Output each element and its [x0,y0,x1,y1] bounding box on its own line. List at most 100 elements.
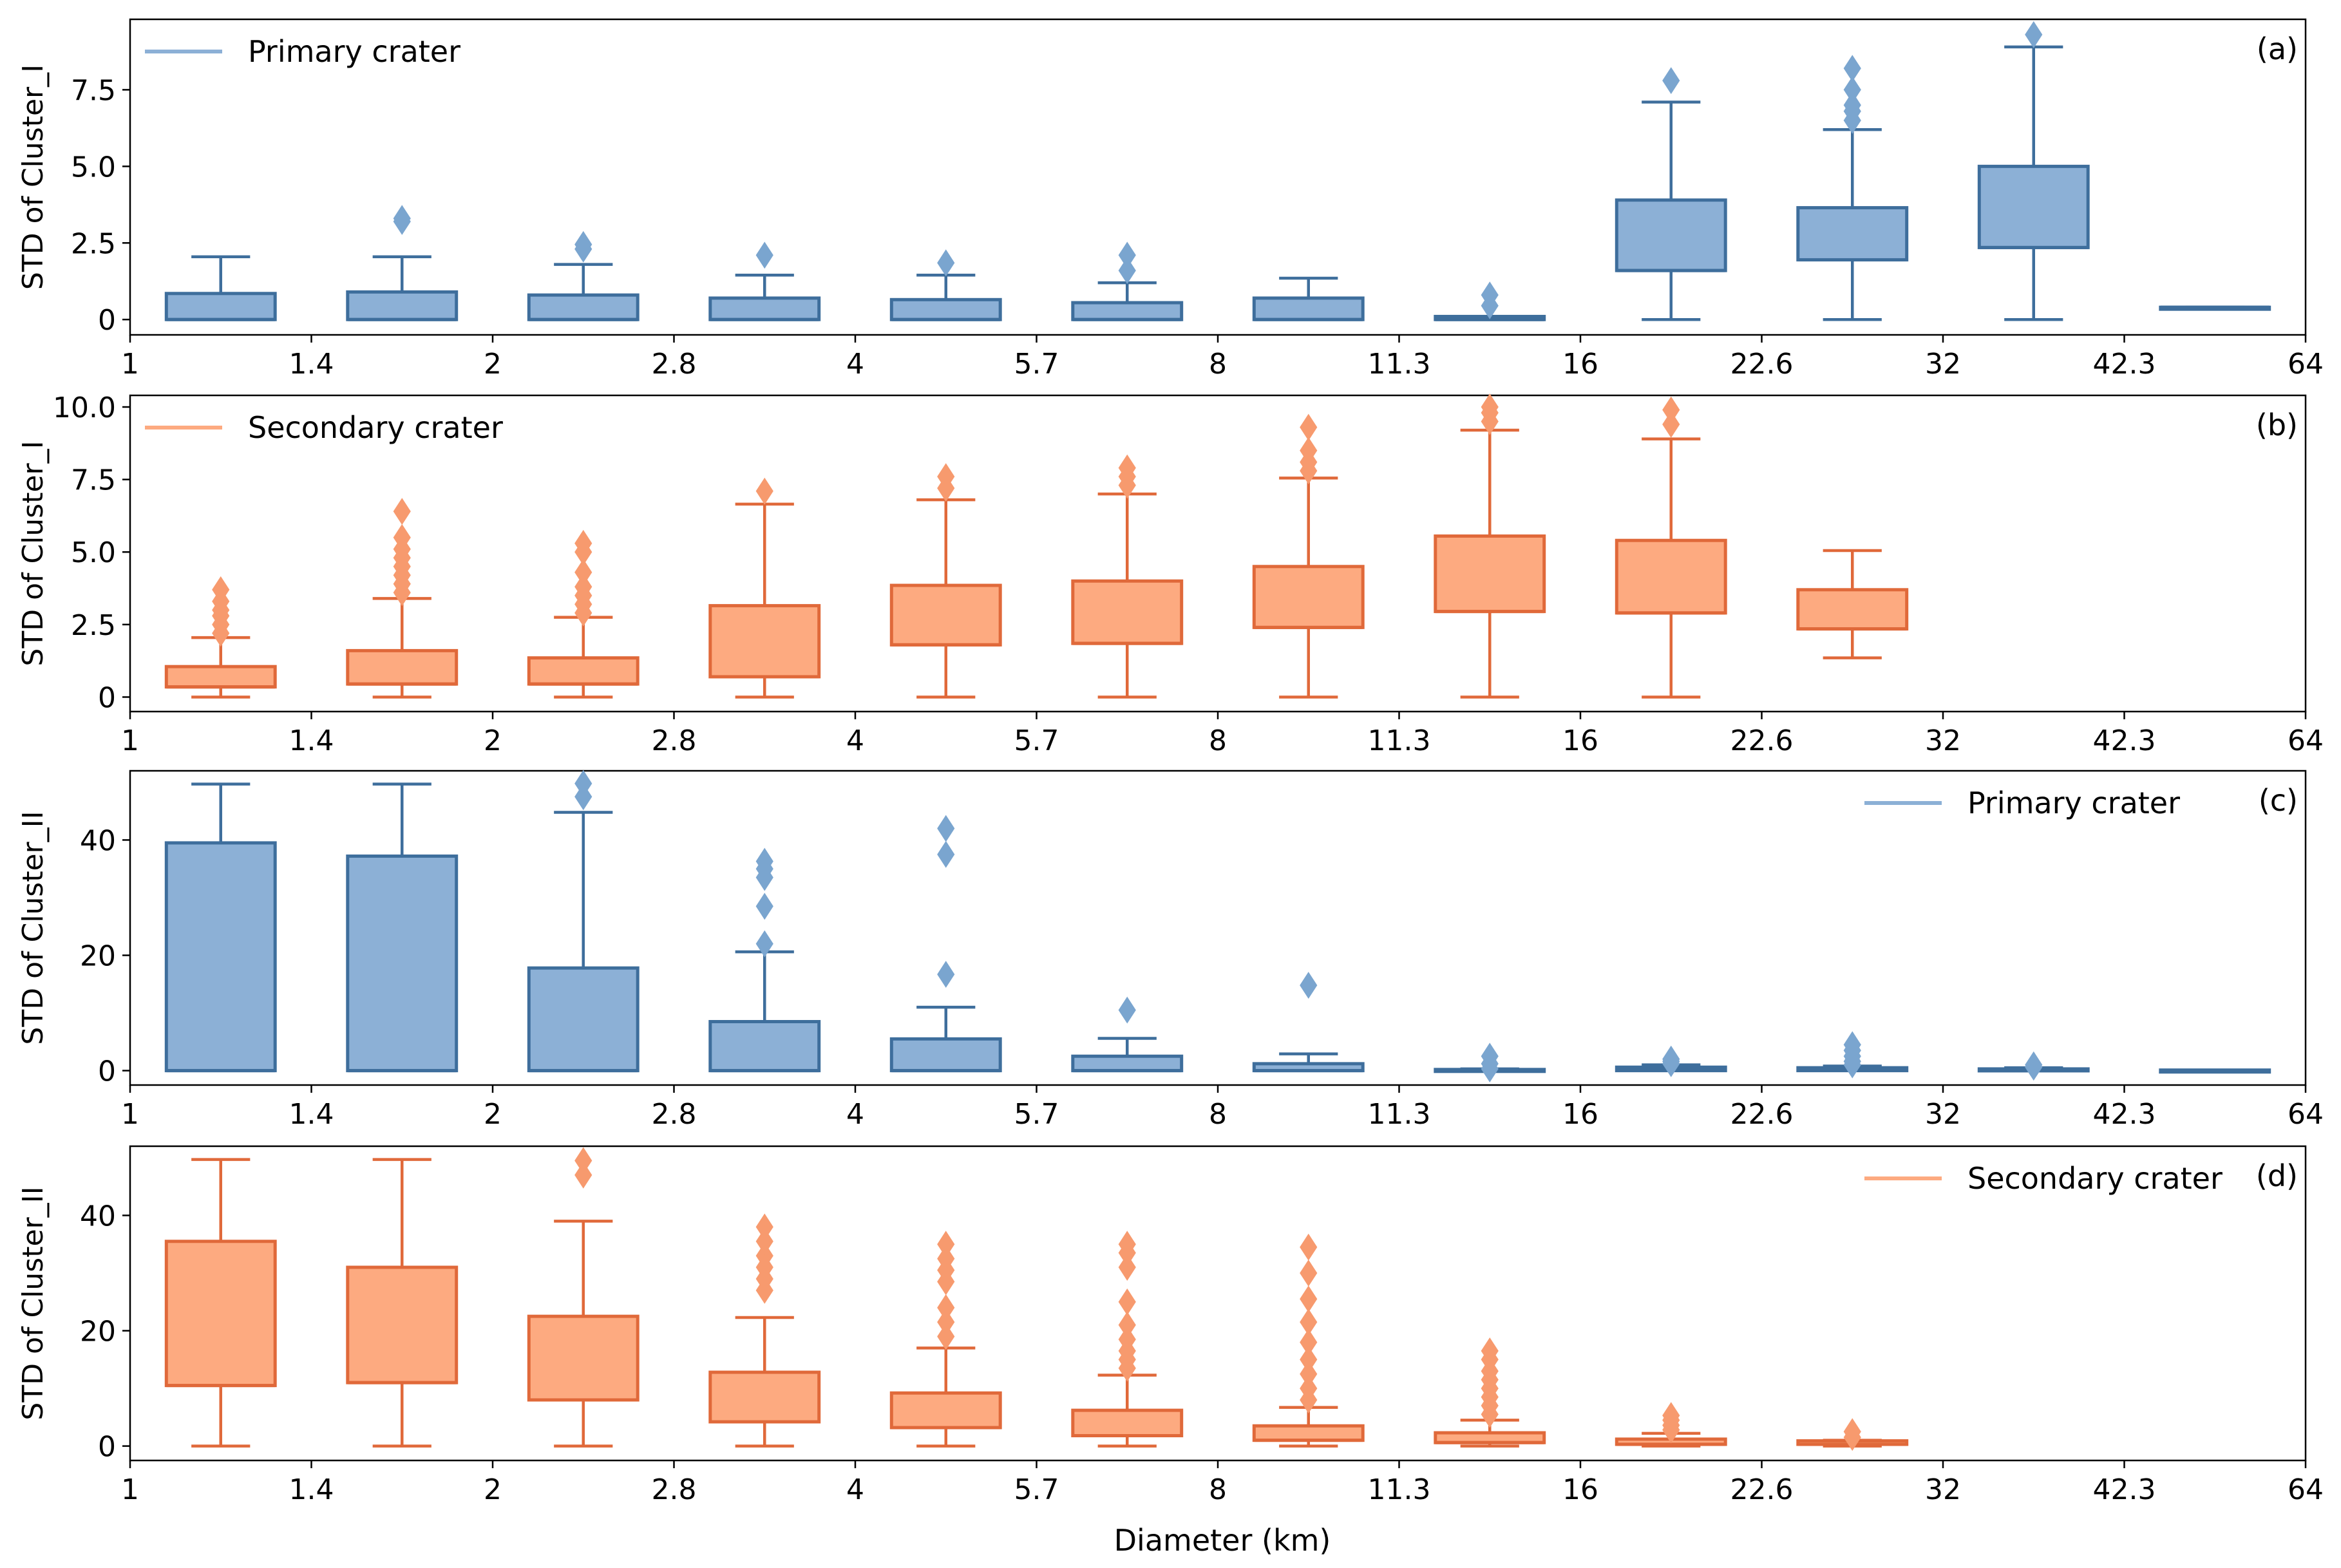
y-tick-label: 7.5 [71,464,116,497]
box-bin-7 [1434,1337,1546,1448]
legend-label: Secondary crater [248,410,503,445]
box-bin-4 [889,815,1002,1073]
box-iqr [1796,588,1909,631]
box-bin-10 [1977,21,2090,321]
box-bin-9 [1796,55,1909,321]
box-iqr [889,1037,1002,1073]
box-iqr [527,966,640,1073]
box-bin-6 [1252,972,1365,1073]
box-iqr [1071,301,1184,321]
flier-point [574,1161,592,1189]
box-bin-5 [1071,241,1184,321]
box-bin-8 [1615,1045,1727,1077]
box-bin-2 [527,231,640,321]
box-bin-8 [1615,1402,1727,1448]
y-tick-label: 10.0 [53,392,116,424]
x-tick-label: 2.8 [652,1473,697,1506]
box-bin-9 [1796,549,1909,659]
box-iqr [164,292,277,321]
box-bin-1 [346,1158,459,1448]
x-tick-label: 11.3 [1368,348,1431,381]
flier-point [1300,1308,1318,1336]
x-tick-label: 1 [121,348,139,381]
flier-point [393,498,411,525]
flier-point [1481,281,1499,309]
x-tick-label: 4 [846,348,864,381]
box-iqr [346,648,459,686]
flier-point [1300,1260,1318,1287]
flier-point [1843,76,1861,104]
x-tick-label: 2 [484,348,502,381]
box-iqr [1977,164,2090,249]
y-tick-label: 5.0 [71,536,116,569]
box-bin-4 [889,1231,1002,1448]
flier-point [755,847,773,875]
box-iqr [889,298,1002,321]
box-bin-10 [1977,1051,2090,1081]
y-tick-label: 20 [80,1316,116,1348]
x-tick-label: 16 [1562,724,1598,757]
box-bin-3 [708,241,821,321]
flier-point [755,1227,773,1255]
x-tick-label: 22.6 [1730,724,1794,757]
flier-point [1843,91,1861,119]
box-bin-0 [164,255,277,321]
flier-point [1118,1311,1136,1339]
panel-letter: (d) [2256,1158,2298,1193]
flier-point [1662,1045,1680,1073]
y-tick-label: 2.5 [71,609,116,642]
flier-point [1843,55,1861,82]
box-bin-3 [708,847,821,1073]
panel-letter: (a) [2257,32,2298,66]
box-iqr [1615,198,1727,272]
box-bin-8 [1615,396,1727,699]
box-iqr [889,1391,1002,1430]
box-bin-8 [1615,67,1727,321]
flier-point [1300,1360,1318,1388]
panel-letter: (c) [2259,783,2298,818]
box-bin-0 [164,1158,277,1448]
box-bin-5 [1071,996,1184,1073]
box-bin-2 [527,1147,640,1448]
box-iqr [708,1020,821,1073]
x-tick-label: 42.3 [2093,1473,2156,1506]
x-tick-label: 1 [121,1473,139,1506]
box-iqr [527,1314,640,1402]
x-tick-label: 8 [1209,1098,1227,1131]
y-tick-label: 20 [80,940,116,973]
x-tick-label: 22.6 [1730,1098,1794,1131]
x-tick-label: 22.6 [1730,348,1794,381]
flier-point [1300,1328,1318,1356]
flier-point [937,840,955,868]
box-bin-11 [2159,305,2271,311]
x-tick-label: 2.8 [652,348,697,381]
flier-point [574,558,592,586]
y-axis-label: STD of Cluster_II [17,811,50,1044]
flier-point [937,1294,955,1321]
x-tick-label: 1.4 [289,1473,334,1506]
box-bin-6 [1252,413,1365,699]
flier-point [755,1242,773,1270]
box-bin-1 [346,498,459,699]
y-tick-label: 0 [98,304,116,337]
x-tick-label: 16 [1562,348,1598,381]
flier-point [1300,413,1318,441]
y-axis-label: STD of Cluster_I [17,64,50,290]
flier-point [212,576,230,603]
flier-point [1662,411,1680,438]
x-tick-label: 1.4 [289,724,334,757]
flier-point [393,205,411,232]
flier-point [755,930,773,958]
y-tick-label: 40 [80,824,116,857]
box-iqr [1071,1054,1184,1073]
flier-point [755,893,773,920]
y-tick-label: 0 [98,681,116,714]
panel-d: 0 20 40 1 1.4 2 2.8 4 5.7 8 11.3 16 22.6 32 42.3 64 STD … [17,1145,2324,1506]
x-tick-label: 22.6 [1730,1473,1794,1506]
y-axis-label: STD of Cluster_II [17,1186,50,1420]
flier-point [393,524,411,551]
flier-point [755,477,773,505]
box-iqr [1252,296,1365,321]
